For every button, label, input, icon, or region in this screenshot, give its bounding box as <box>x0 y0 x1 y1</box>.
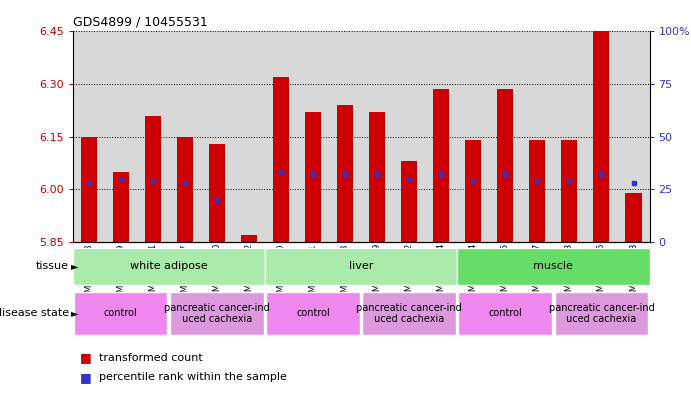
Text: ►: ► <box>71 309 79 318</box>
Text: white adipose: white adipose <box>130 261 207 271</box>
Bar <box>273 77 289 242</box>
Text: ►: ► <box>71 261 79 271</box>
Bar <box>457 248 650 285</box>
Bar <box>241 235 257 242</box>
Bar <box>561 140 578 242</box>
Bar <box>489 31 521 242</box>
Bar <box>465 140 481 242</box>
Bar <box>401 161 417 242</box>
Bar <box>201 31 233 242</box>
Text: pancreatic cancer-ind
uced cachexia: pancreatic cancer-ind uced cachexia <box>357 303 462 324</box>
Bar <box>433 89 449 242</box>
Bar <box>265 31 297 242</box>
Text: control: control <box>489 309 522 318</box>
Text: transformed count: transformed count <box>99 353 202 363</box>
Bar <box>553 31 585 242</box>
Bar <box>369 112 385 242</box>
Bar <box>555 292 648 335</box>
Bar <box>585 31 618 242</box>
Bar <box>104 31 137 242</box>
Bar <box>297 31 329 242</box>
Text: percentile rank within the sample: percentile rank within the sample <box>99 372 287 382</box>
Bar <box>233 31 265 242</box>
Text: control: control <box>296 309 330 318</box>
Bar <box>74 292 167 335</box>
Bar <box>362 292 456 335</box>
Text: ■: ■ <box>79 351 91 364</box>
Bar <box>393 31 425 242</box>
Bar <box>266 292 360 335</box>
Text: pancreatic cancer-ind
uced cachexia: pancreatic cancer-ind uced cachexia <box>164 303 269 324</box>
Text: muscle: muscle <box>533 261 574 271</box>
Bar <box>81 137 97 242</box>
Bar <box>137 31 169 242</box>
Bar <box>594 31 609 242</box>
Bar <box>209 143 225 242</box>
Text: control: control <box>104 309 138 318</box>
Bar <box>618 31 650 242</box>
Bar <box>113 172 129 242</box>
Bar <box>170 292 263 335</box>
Text: liver: liver <box>349 261 373 271</box>
Text: disease state: disease state <box>0 309 69 318</box>
Bar <box>329 31 361 242</box>
Text: tissue: tissue <box>36 261 69 271</box>
Bar <box>177 137 193 242</box>
Bar <box>265 248 457 285</box>
Bar <box>144 116 161 242</box>
Bar <box>361 31 393 242</box>
Bar <box>498 89 513 242</box>
Bar <box>625 193 641 242</box>
Bar <box>337 105 353 242</box>
Bar <box>425 31 457 242</box>
Bar <box>73 248 265 285</box>
Bar <box>457 31 489 242</box>
Bar <box>529 140 545 242</box>
Text: ■: ■ <box>79 371 91 384</box>
Bar <box>521 31 553 242</box>
Text: GDS4899 / 10455531: GDS4899 / 10455531 <box>73 16 207 29</box>
Bar <box>169 31 201 242</box>
Bar <box>459 292 552 335</box>
Bar <box>305 112 321 242</box>
Text: pancreatic cancer-ind
uced cachexia: pancreatic cancer-ind uced cachexia <box>549 303 654 324</box>
Bar <box>73 31 104 242</box>
